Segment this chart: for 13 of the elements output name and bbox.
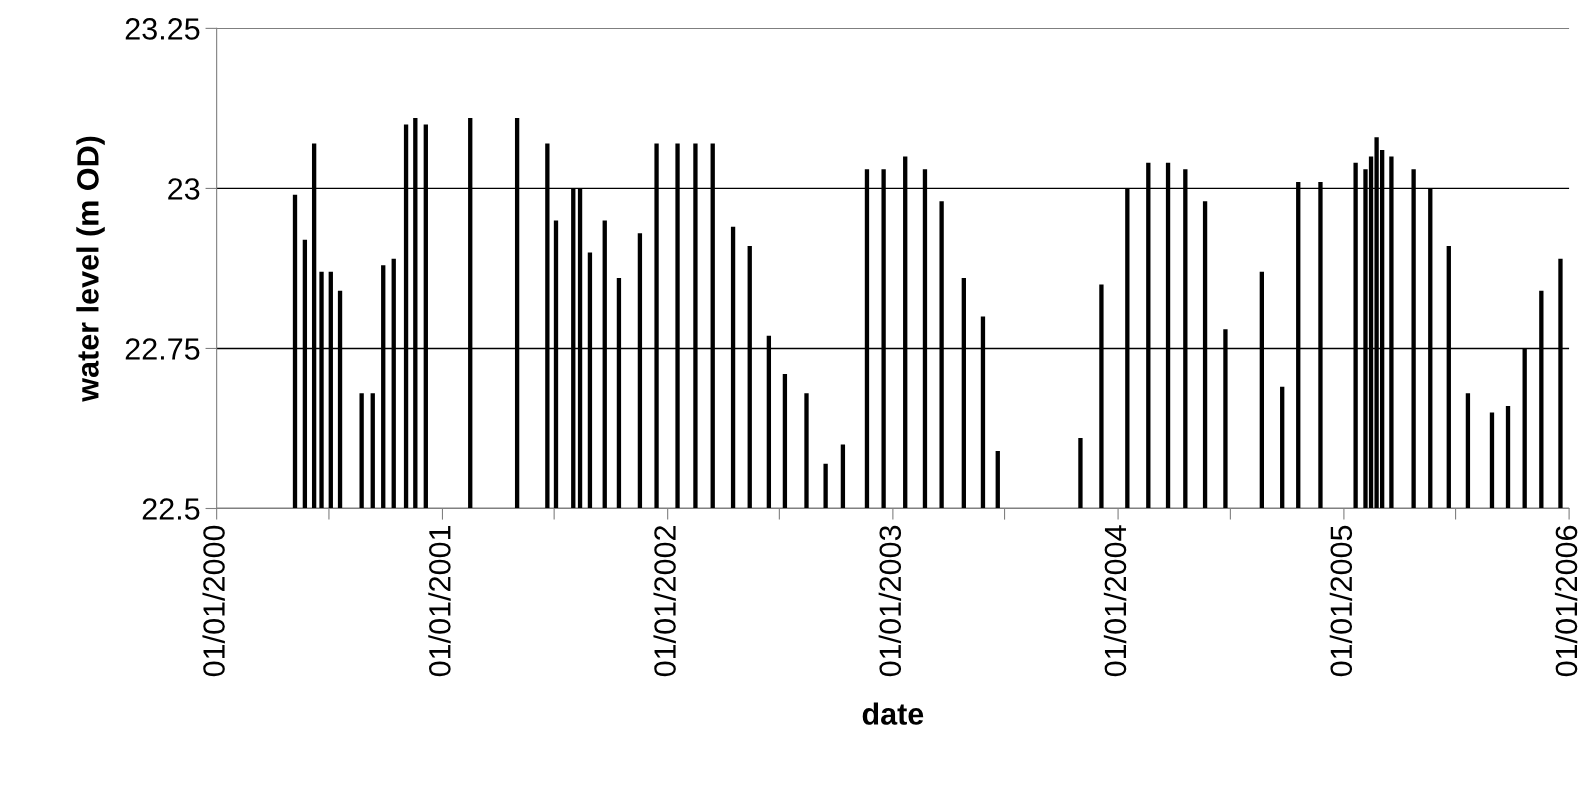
x-tick-label: 01/01/2000 [202, 525, 225, 677]
x-axis-title: date [862, 702, 924, 725]
y-tick-label: 22.75 [125, 338, 200, 360]
x-tick-label: 01/01/2006 [1554, 525, 1578, 677]
x-tick-label: 01/01/2001 [428, 525, 451, 677]
x-tick-label: 01/01/2003 [878, 525, 902, 677]
y-tick-label: 23.25 [125, 18, 200, 40]
x-tick-label: 01/01/2002 [653, 525, 676, 677]
y-axis-title: water level (m OD) [76, 136, 105, 402]
x-tick-label: 01/01/2005 [1329, 525, 1353, 677]
y-tick-label: 22.5 [142, 498, 200, 520]
x-tick-label: 01/01/2004 [1103, 525, 1127, 677]
y-tick-label: 23 [168, 178, 200, 200]
